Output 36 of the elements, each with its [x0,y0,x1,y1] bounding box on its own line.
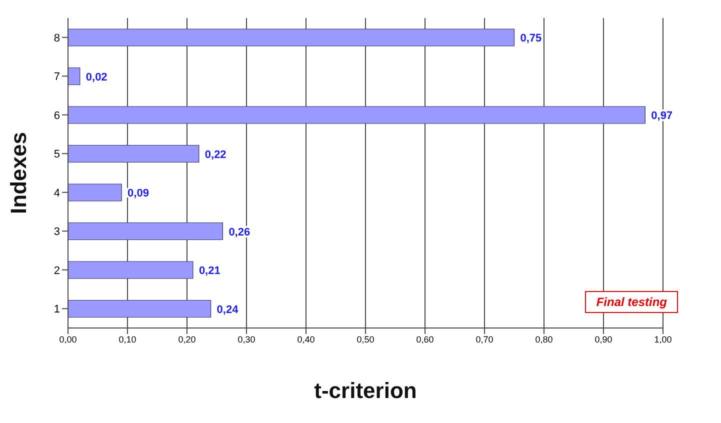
annotation: Final testing [585,291,678,313]
y-axis-title: Indexes [6,132,31,214]
bar [68,261,194,279]
y-tick-label: 6 [54,110,60,122]
x-tick-label: 0,00 [59,334,77,344]
data-label: 0,22 [204,148,226,161]
x-tick-label: 0,90 [594,334,612,344]
bar [68,222,223,240]
y-tick-label: 4 [54,187,60,200]
y-tick-label: 3 [54,226,60,238]
data-label: 0,75 [520,32,542,44]
x-tick-label: 0,80 [535,334,553,344]
bar [68,106,646,124]
y-tick-label: 7 [54,71,60,84]
x-tick-label: 0,70 [476,334,494,344]
data-label: 0,09 [128,188,149,200]
bar [68,144,200,163]
x-axis-title: t-criterion [314,378,417,403]
x-tick-label: 0,10 [118,334,136,344]
bar [68,28,515,46]
bar [68,184,122,202]
y-tick-label: 8 [54,32,60,44]
x-tick-label: 0,40 [297,334,315,344]
y-tick-label: 1 [54,304,60,316]
data-label: 0,21 [198,265,220,277]
data-label: 0,02 [86,71,108,84]
bar [68,300,212,318]
y-tick-label: 2 [54,264,60,277]
x-tick-label: 0,60 [416,334,434,344]
data-label: 0,24 [216,304,240,316]
y-tick-label: 5 [54,148,60,161]
x-tick-label: 0,30 [238,334,256,344]
x-tick-label: 0,20 [178,334,196,344]
x-tick-label: 0,50 [356,334,374,344]
bar [68,67,80,86]
x-tick-label: 1,00 [654,334,672,344]
